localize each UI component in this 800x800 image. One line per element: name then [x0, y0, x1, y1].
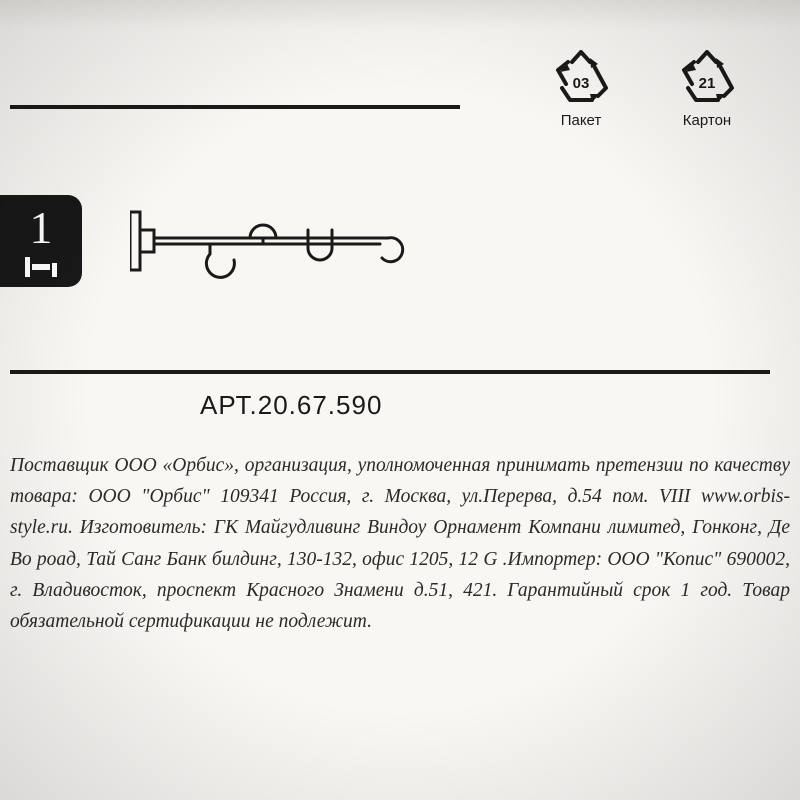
bottom-rule	[10, 370, 770, 374]
supplier-info-text: Поставщик ООО «Орбис», организация, упол…	[10, 450, 790, 637]
top-rule	[10, 105, 460, 109]
recycling-label: Пакет	[548, 112, 614, 129]
quantity-number: 1	[30, 205, 53, 251]
recycling-symbol-paket: 03 Пакет	[548, 50, 614, 129]
product-diagram	[130, 200, 410, 295]
recycling-triangle-icon: 03	[548, 50, 614, 108]
article-number: АРТ.20.67.590	[200, 390, 382, 421]
bracket-diagram-icon	[130, 200, 410, 290]
top-gradient	[0, 0, 800, 30]
bracket-stack-icon	[25, 257, 57, 277]
quantity-tab: 1	[0, 195, 82, 287]
recycling-triangle-icon: 21	[674, 50, 740, 108]
recycling-symbol-karton: 21 Картон	[674, 50, 740, 129]
recycling-code: 03	[573, 75, 590, 92]
recycling-symbols: 03 Пакет 21 Картон	[548, 50, 740, 129]
recycling-label: Картон	[674, 112, 740, 129]
recycling-code: 21	[699, 75, 716, 92]
